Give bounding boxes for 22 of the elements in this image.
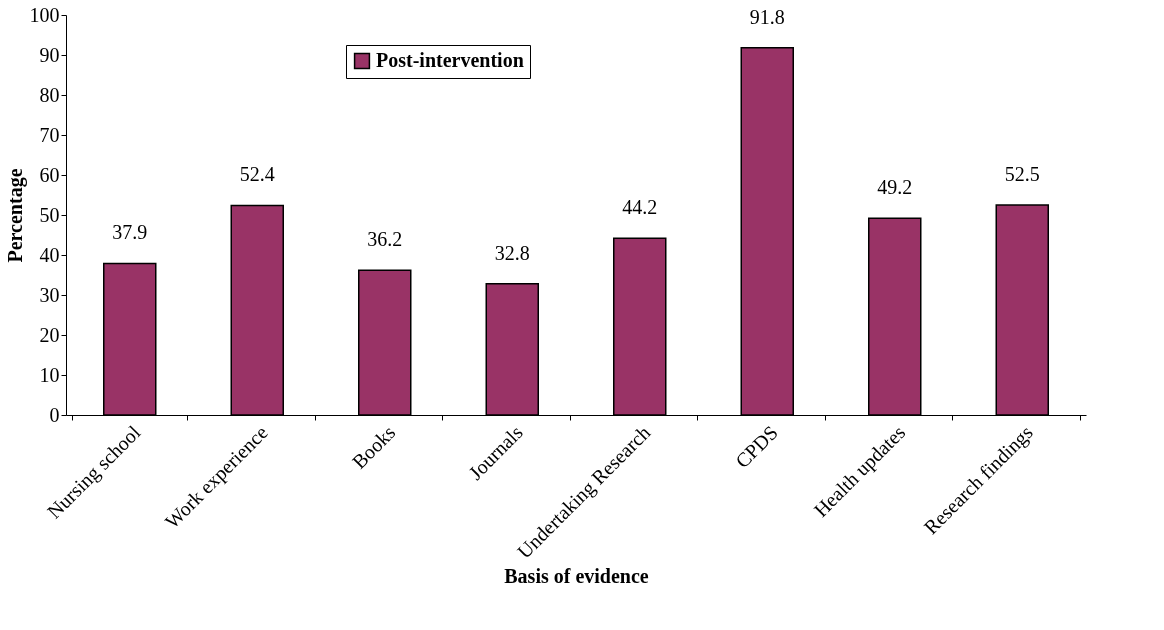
data-label: 44.2 — [622, 196, 658, 219]
data-label: 52.4 — [239, 163, 275, 186]
data-label: 91.8 — [749, 5, 785, 28]
legend-label: Post-intervention — [376, 49, 524, 71]
data-label: 52.5 — [1004, 163, 1040, 185]
y-tick-label: 40 — [39, 243, 60, 266]
y-tick-label: 60 — [39, 163, 60, 186]
y-tick-label: 90 — [39, 43, 60, 66]
y-tick-label: 80 — [39, 83, 60, 106]
x-axis-title: Basis of evidence — [504, 564, 649, 587]
y-tick-label: 70 — [39, 123, 60, 146]
y-tick-label: 30 — [39, 283, 60, 306]
y-tick-label: 10 — [39, 363, 60, 386]
y-tick-label: 100 — [29, 3, 60, 26]
data-label: 36.2 — [367, 228, 403, 251]
data-label: 49.2 — [877, 176, 913, 199]
y-tick-label: 50 — [39, 203, 60, 226]
y-tick-label: 0 — [49, 403, 60, 426]
y-axis-title: Percentage — [3, 168, 27, 263]
y-tick-label: 20 — [39, 323, 60, 346]
data-label: 32.8 — [494, 241, 530, 264]
data-label: 37.9 — [112, 221, 148, 244]
